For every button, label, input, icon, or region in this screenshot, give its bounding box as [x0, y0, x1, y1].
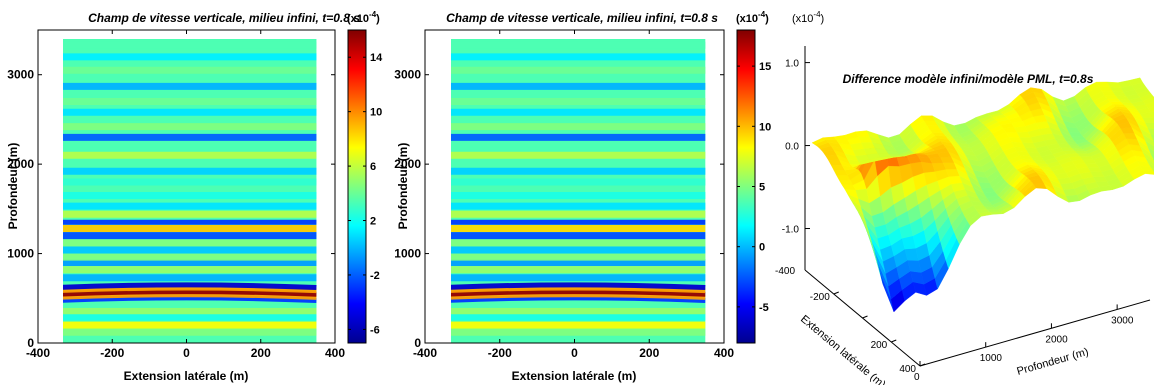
x-tick-label: 0	[183, 346, 190, 360]
heatmap-band	[63, 295, 317, 304]
x-tick-label: 200	[639, 346, 659, 360]
colorbar-tick-label: 15	[759, 61, 771, 73]
chart2-xlabel: Extension latérale (m)	[512, 369, 637, 383]
z-tick-label: 1.0	[785, 59, 799, 70]
colorbar-tick-label: -6	[370, 324, 380, 336]
chart2-title: Champ de vitesse verticale, milieu infin…	[446, 11, 718, 25]
z-tick-label: 0.0	[785, 142, 799, 153]
x-tick-mark	[862, 315, 868, 319]
x-tick-mark	[833, 291, 839, 295]
chart2-ylabel: Profondeur (m)	[396, 143, 410, 230]
chart1-colorbar-multiplier: (x10-4)	[347, 10, 380, 25]
heatmap-band	[63, 292, 317, 300]
y-tick-label: 3000	[7, 68, 34, 82]
y-tick-label: 1000	[980, 353, 1003, 364]
colorbar-tick-label: 10	[759, 121, 771, 133]
chart3-title: Difference modèle infini/modèle PML, t=0…	[843, 72, 1094, 86]
y-tick-label: 0	[27, 336, 34, 350]
chart1-ylabel: Profondeur (m)	[6, 143, 20, 230]
x-tick-mark	[919, 363, 926, 367]
x-tick-label: 400	[325, 346, 345, 360]
chart1-heatmap	[63, 39, 317, 343]
surface-3d: (x10-4) Difference modèle infini/modèle …	[775, 10, 1154, 385]
y-tick-label: 0	[414, 336, 421, 350]
chart3-z-multiplier: (x10-4)	[792, 10, 824, 25]
x-tick-mark	[891, 339, 897, 343]
chart1-colorbar-frame	[347, 29, 367, 344]
x-tick-label: 400	[899, 364, 916, 375]
colorbar-tick-label: -5	[759, 302, 769, 314]
y-tick-label: 0	[914, 372, 920, 383]
y-tick-label: 2000	[394, 157, 421, 171]
chart1-colorbar-ticks: 14 10 6 2 -2 -6	[348, 52, 383, 336]
surface-face	[1147, 162, 1154, 170]
x-tick-label: -400	[413, 346, 437, 360]
colorbar-tick-label: 2	[370, 216, 376, 228]
heatmap-band	[451, 292, 706, 300]
x-tick-label: 200	[871, 340, 888, 351]
chart3-xticks: -400 -200 200 400	[775, 266, 926, 375]
surface-face	[1128, 77, 1144, 86]
chart3-ylabel: Profondeur (m)	[1016, 346, 1090, 378]
chart1-xlabel: Extension latérale (m)	[124, 369, 249, 383]
chart3-y-axis	[919, 299, 1151, 367]
surface-face	[1150, 111, 1154, 118]
heatmap-band	[63, 289, 317, 297]
chart2-heatmap	[451, 39, 706, 343]
heatmap-band	[63, 282, 317, 291]
chart2-yticks: 0 1000 2000 3000	[394, 68, 724, 350]
heatmap-band	[63, 285, 317, 294]
colorbar-tick-label: 6	[370, 161, 376, 173]
heatmap-band	[451, 282, 706, 291]
heatmap-band	[451, 289, 706, 297]
chart2-xticks: -400 -200 0 200 400	[413, 30, 734, 360]
colorbar-tick-label: 14	[370, 52, 383, 64]
heatmap-middle: Champ de vitesse verticale, milieu infin…	[394, 10, 771, 383]
colorbar-tick-label: 10	[370, 107, 382, 119]
x-tick-label: 200	[251, 346, 271, 360]
chart1-title: Champ de vitesse verticale, milieu infin…	[88, 11, 360, 25]
chart3-yticks: 0 1000 2000 3000	[914, 304, 1134, 383]
heatmap-left: Champ de vitesse verticale, milieu infin…	[6, 10, 383, 383]
y-tick-label: 2000	[1045, 334, 1068, 345]
y-tick-label: 1000	[394, 247, 421, 261]
chart1-xticks: -400 -200 0 200 400	[26, 30, 345, 360]
y-tick-label: 2000	[7, 157, 34, 171]
y-tick-label: 3000	[394, 68, 421, 82]
heatmap-band	[451, 295, 706, 304]
y-tick-label: 3000	[1111, 315, 1134, 326]
x-tick-label: -200	[810, 292, 830, 303]
x-tick-label: -200	[488, 346, 512, 360]
surface-face	[1147, 146, 1154, 156]
colorbar-tick-label: 0	[759, 242, 765, 254]
surface-face	[1147, 128, 1154, 135]
colorbar-tick-label: 5	[759, 182, 765, 194]
x-tick-label: -400	[26, 346, 50, 360]
y-tick-label: 1000	[7, 247, 34, 261]
x-tick-label: -400	[775, 266, 795, 277]
chart2-colorbar-ticks: 15 10 5 0 -5	[737, 61, 771, 314]
chart2-colorbar	[737, 30, 755, 343]
chart1-yticks: 0 1000 2000 3000	[7, 68, 335, 350]
surface-face	[1150, 166, 1154, 172]
colorbar-tick-label: -2	[370, 270, 380, 282]
chart3-surface	[811, 77, 1154, 313]
chart1-colorbar	[348, 30, 366, 343]
heatmap-band	[451, 285, 706, 294]
x-tick-label: 0	[571, 346, 578, 360]
surface-face	[1150, 134, 1154, 142]
chart2-colorbar-multiplier: (x10-4)	[736, 10, 769, 25]
z-tick-label: -1.0	[782, 225, 800, 236]
x-tick-label: -200	[100, 346, 124, 360]
x-tick-label: 400	[714, 346, 734, 360]
chart3-zticks: 1.0 0.0 -1.0	[782, 59, 810, 236]
